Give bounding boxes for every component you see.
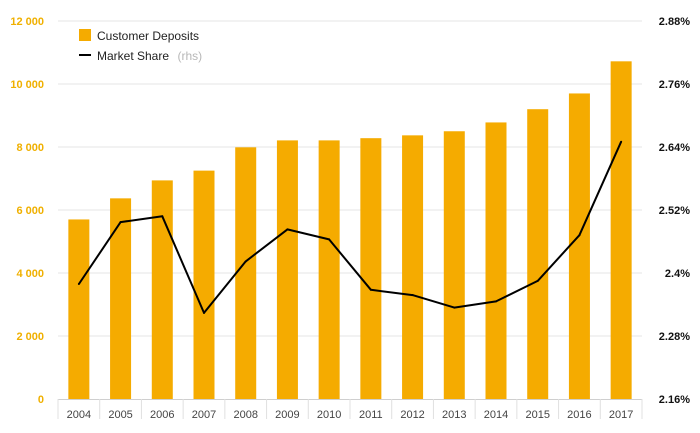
x-tick-label: 2014 (484, 409, 508, 421)
market-share-point (620, 140, 623, 143)
right-tick-label: 2.16% (659, 394, 690, 406)
left-tick-label: 4 000 (16, 268, 44, 280)
x-tick-label: 2009 (275, 409, 299, 421)
right-tick-label: 2.52% (659, 205, 690, 217)
x-tick-label: 2012 (400, 409, 424, 421)
x-tick-label: 2008 (233, 409, 257, 421)
x-tick-label: 2004 (67, 409, 91, 421)
right-tick-label: 2.4% (665, 268, 690, 280)
market-share-point (453, 306, 456, 309)
x-tick-label: 2015 (525, 409, 549, 421)
bar (402, 135, 424, 399)
bar-series-customer-deposits (68, 61, 632, 400)
left-tick-label: 8 000 (16, 142, 44, 154)
bar (151, 180, 173, 399)
x-tick-label: 2010 (317, 409, 341, 421)
market-share-point (578, 234, 581, 237)
market-share-point (203, 311, 205, 314)
legend-label-market-share-name: Market Share (97, 49, 169, 63)
right-axis: 2.16% 2.28% 2.4% 2.52% 2.64% 2.76% 2.88% (659, 16, 690, 406)
x-tick-label: 2005 (108, 409, 132, 421)
bar (610, 61, 632, 399)
bar (443, 131, 465, 399)
left-tick-label: 2 000 (16, 331, 44, 343)
market-share-line (78, 141, 623, 314)
x-tick-label: 2011 (359, 409, 383, 421)
gridlines (58, 20, 642, 337)
right-tick-label: 2.88% (659, 16, 690, 28)
right-tick-label: 2.64% (659, 142, 690, 154)
bar (568, 93, 590, 399)
x-axis: 2004 2005 2006 2007 2008 2009 2010 2011 2012 2013… (57, 399, 643, 421)
left-axis: 0 2 000 4 000 6 000 8 000 10 000 12 000 (10, 16, 44, 406)
market-share-point (286, 228, 289, 231)
legend-label-customer-deposits: Customer Deposits (97, 29, 199, 43)
right-tick-label: 2.28% (659, 331, 690, 343)
market-share-point (495, 300, 497, 303)
left-tick-label: 6 000 (16, 205, 44, 217)
market-share-point (77, 283, 80, 286)
market-share-point (244, 260, 247, 263)
market-share-point (328, 238, 331, 241)
bar (276, 140, 298, 399)
market-share-point (369, 288, 372, 291)
bar (193, 170, 215, 399)
left-tick-label: 12 000 (10, 16, 44, 28)
bar (485, 122, 507, 400)
x-tick-label: 2013 (442, 409, 466, 421)
legend-swatch-customer-deposits (79, 29, 91, 41)
x-tick-label: 2016 (567, 409, 591, 421)
x-tick-label: 2007 (192, 409, 216, 421)
left-tick-label: 0 (38, 394, 44, 406)
line-series-market-share (77, 140, 623, 314)
market-share-point (536, 279, 539, 282)
market-share-point (161, 215, 164, 218)
bar (235, 147, 257, 399)
bar (318, 140, 340, 399)
market-share-point (411, 294, 414, 297)
legend: Customer Deposits Market Share (rhs) (79, 29, 202, 64)
x-tick-label: 2017 (609, 409, 633, 421)
bar (110, 198, 132, 399)
right-tick-label: 2.76% (659, 79, 690, 91)
bar (360, 138, 382, 399)
bar (527, 109, 549, 399)
legend-label-market-share-suffix: (rhs) (177, 49, 202, 63)
market-share-point (119, 221, 122, 224)
bar (68, 219, 90, 399)
left-tick-label: 10 000 (10, 79, 44, 91)
x-tick-label: 2006 (150, 409, 174, 421)
legend-label-market-share: Market Share (rhs) (97, 47, 202, 64)
